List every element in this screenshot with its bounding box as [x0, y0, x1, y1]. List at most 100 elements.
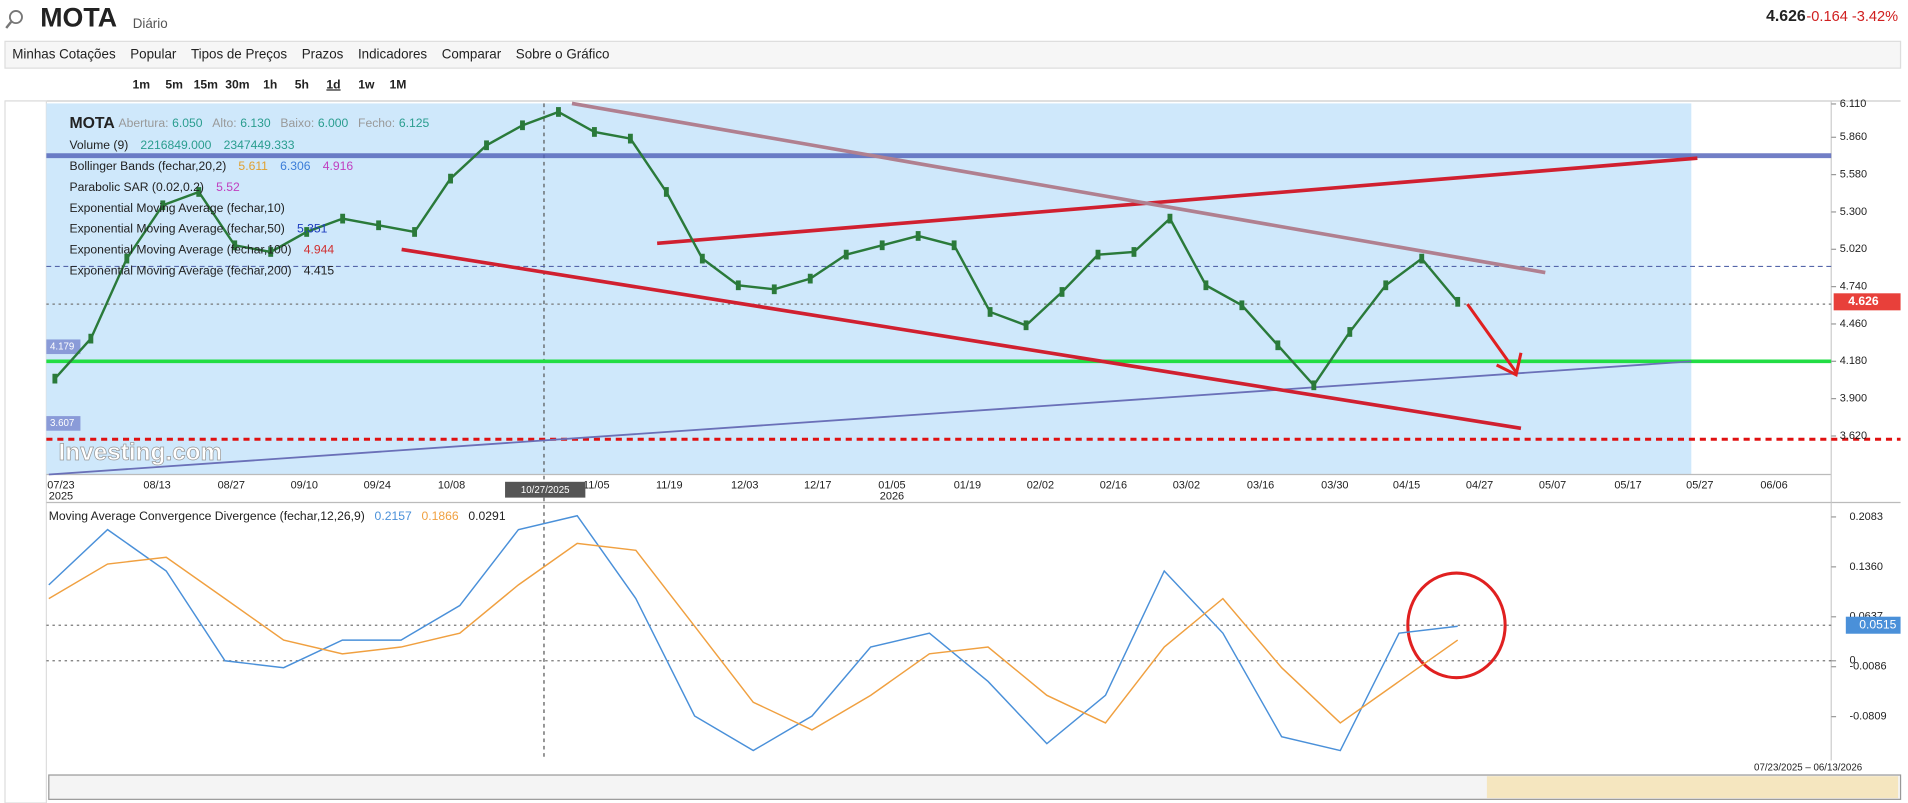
arrow [1466, 303, 1523, 377]
candle [52, 373, 58, 384]
y-tick-label: 6.110 [1840, 98, 1867, 110]
navigator-window[interactable] [1486, 776, 1899, 799]
macd-y-tick-label: -0.0086 [1849, 661, 1886, 673]
left-price-badge [46, 339, 81, 355]
y-tick-label: 4.740 [1840, 281, 1867, 293]
candle [304, 227, 310, 237]
interval-button[interactable]: 1M [390, 77, 407, 91]
interval-button[interactable]: 1h [263, 77, 277, 91]
candle [879, 240, 885, 251]
legend-symbol: MOTA [69, 115, 114, 132]
interval-button[interactable]: 1m [132, 77, 150, 91]
indicator-name: Bollinger Bands (fechar,20,2) [69, 159, 226, 173]
indicator-value: 2216849.000 [140, 138, 211, 152]
menu-item[interactable]: Indicadores [358, 46, 427, 61]
menu-item[interactable]: Tipos de Preços [191, 46, 287, 61]
interval-button[interactable]: 15m [194, 77, 219, 91]
interval-button[interactable]: 5h [295, 77, 309, 91]
indicator-name: Exponential Moving Average (fechar,50) [69, 222, 284, 236]
indicator-legend: Parabolic SAR (0.02,0.2) 5.52 [69, 180, 240, 194]
interval-button[interactable]: 30m [225, 77, 250, 91]
y-tick-label: 5.020 [1840, 243, 1867, 255]
search-icon[interactable] [8, 10, 23, 25]
menu-item[interactable]: Comparar [442, 46, 502, 61]
indicator-name: Exponential Moving Average (fechar,10) [69, 201, 284, 215]
macd-y-tick-label: 0.1360 [1849, 561, 1882, 573]
highlight-circle [1406, 571, 1507, 680]
legend-high: 6.130 [240, 116, 271, 130]
watermark: Investing.com [59, 439, 223, 466]
x-tick-label: 08/13 [143, 479, 170, 491]
candle [124, 253, 130, 264]
y-tick-label: 5.860 [1840, 131, 1867, 143]
indicator-legend: Exponential Moving Average (fechar,50) 5.… [69, 222, 327, 236]
candle [987, 307, 993, 317]
menu-item[interactable]: Popular [130, 46, 177, 61]
candle [1455, 296, 1461, 307]
candle [1095, 249, 1101, 260]
indicator-value: 5.351 [297, 222, 328, 236]
indicator-legend: Exponential Moving Average (fechar,10) [69, 201, 284, 215]
candle [88, 333, 94, 344]
sidebar [4, 100, 47, 803]
period: Diário [133, 16, 168, 31]
x-tick-label: 02/16 [1100, 479, 1127, 491]
symbol: MOTA [40, 3, 117, 33]
channel-bottom [401, 247, 1522, 431]
candle [771, 284, 777, 295]
menu-item[interactable]: Prazos [302, 46, 344, 61]
candle [340, 213, 346, 224]
y-tick-label: 3.620 [1840, 430, 1867, 442]
macd-value: 0.0291 [468, 509, 505, 523]
candle [1383, 280, 1389, 291]
x-tick-label: 05/27 [1686, 479, 1713, 491]
indicator-value: 2347449.333 [224, 138, 295, 152]
x-tick-label: 03/02 [1173, 479, 1200, 491]
indicator-value: 5.611 [238, 159, 268, 173]
macd-last-badge [1845, 616, 1901, 634]
menu-item[interactable]: Minhas Cotações [12, 46, 116, 61]
candle [843, 249, 849, 260]
last-price-badge [1833, 293, 1901, 311]
x-tick-label: 10/08 [438, 479, 465, 491]
macd-legend: Moving Average Convergence Divergence (f… [49, 509, 506, 523]
x-tick-label: 01/05 [878, 479, 905, 491]
menu-bar [4, 40, 1902, 69]
candle [1203, 280, 1209, 291]
candle [1311, 380, 1317, 391]
macd-value: 0.2157 [375, 509, 412, 523]
interval-button[interactable]: 1w [358, 77, 375, 91]
candle [232, 240, 238, 251]
candle [160, 200, 166, 211]
descending-line [571, 101, 1546, 275]
legend-open: 6.050 [172, 116, 203, 130]
candle [627, 133, 633, 144]
menu-item[interactable]: Sobre o Gráfico [516, 46, 610, 61]
candle [376, 220, 382, 231]
candle [1131, 247, 1137, 257]
navigator-range: 07/23/2025 – 06/13/2026 [1754, 762, 1862, 773]
x-tick-label: 08/27 [218, 479, 245, 491]
x-tick-label: 02/02 [1027, 479, 1054, 491]
x-tick-label: 04/27 [1466, 479, 1493, 491]
candle [1239, 300, 1245, 311]
indicator-value: 5.52 [216, 180, 240, 194]
x-tick-label: 05/07 [1539, 479, 1566, 491]
candle [448, 173, 453, 184]
candle [1059, 287, 1065, 297]
candle [699, 253, 705, 264]
interval-button[interactable]: 5m [165, 77, 183, 91]
candle [412, 227, 418, 237]
indicator-name: Volume (9) [69, 138, 128, 152]
interval-button[interactable]: 1d [326, 77, 340, 91]
indicator-name: Exponential Moving Average (fechar,100) [69, 243, 291, 257]
y-tick-label: 5.300 [1840, 206, 1867, 218]
y-tick-label: 4.460 [1840, 318, 1867, 330]
candle [1167, 213, 1173, 224]
legend-low: 6.000 [318, 116, 349, 130]
signal-line [48, 542, 1459, 731]
year-label: 2026 [880, 490, 904, 502]
candle [1023, 320, 1029, 331]
